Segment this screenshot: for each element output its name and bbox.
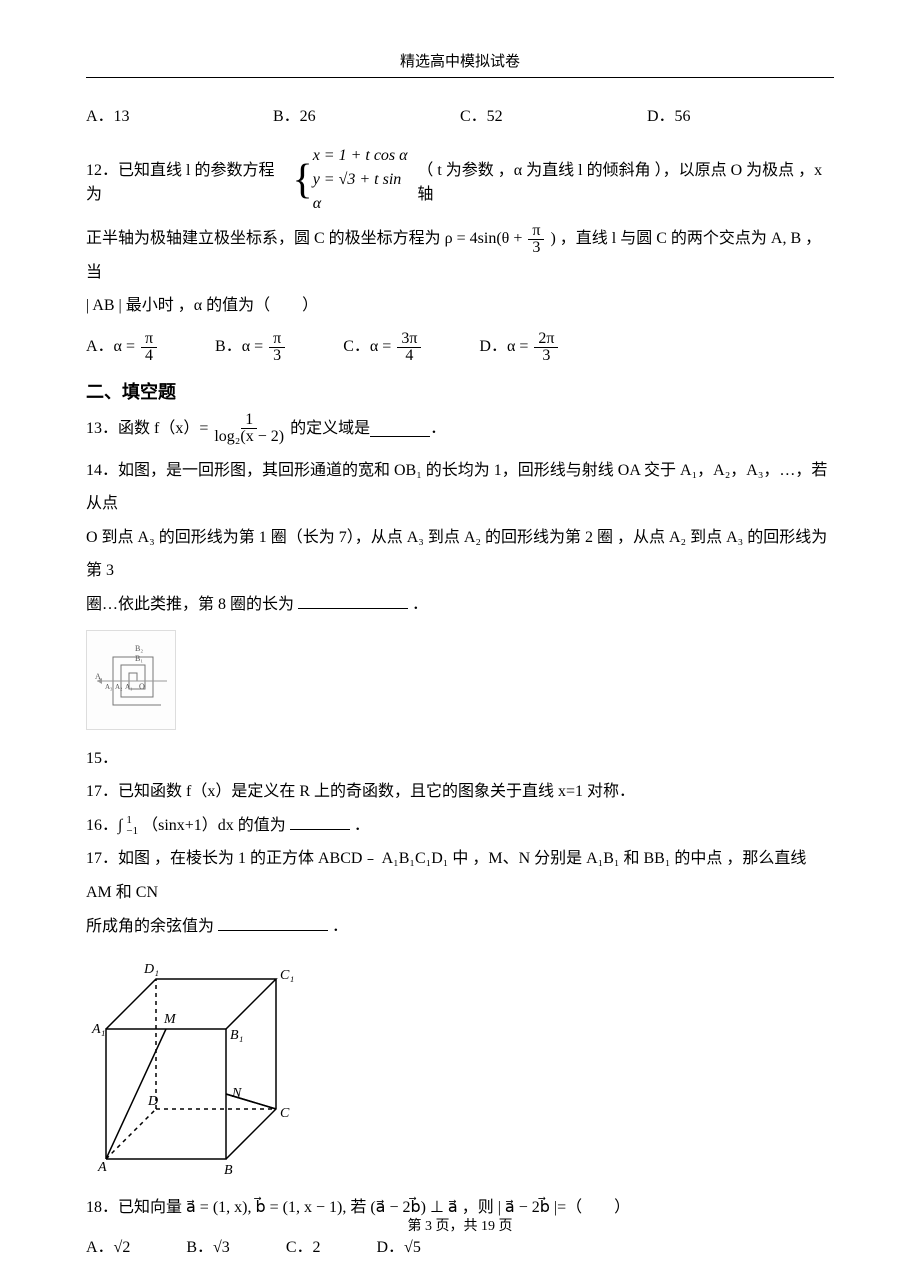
q11-opt-c: C．52 [460, 102, 647, 126]
q12-opt-c: C．α = 3π4 [343, 331, 423, 364]
footer-post: 页 [499, 1219, 513, 1234]
q12-prefix: 12．已知直线 l 的参数方程为 [86, 156, 287, 204]
q16: 16．∫ 1 −1 （sinx+1）dx 的值为 ． [86, 809, 834, 843]
d: 4 [141, 348, 157, 364]
lbl-B: B [224, 1163, 233, 1178]
q11-opt-b: B．26 [273, 102, 460, 126]
footer-page: 3 [425, 1219, 432, 1234]
lbl-N: N [231, 1086, 242, 1101]
lbl-C1: C₁ [280, 968, 294, 983]
lbl-D: D [147, 1094, 158, 1109]
spiral-figure: B₂ B₁ A A₃ A₂ A₁ O [86, 630, 176, 730]
q17-blank [218, 915, 328, 931]
q13-pre: 13．函数 f（x）= [86, 412, 208, 446]
q12-line2: 正半轴为极轴建立极坐标系，圆 C 的极坐标方程为 ρ = 4sin(θ + π … [86, 222, 834, 289]
q16-blank [290, 814, 350, 830]
q14-l3-end: ． [412, 596, 428, 613]
lbl-a1: A₁ [125, 683, 133, 691]
frac-num: π [528, 223, 544, 240]
lbl-b1: B₁ [135, 654, 143, 663]
q14-l1: 14．如图，是一回形图，其回形通道的宽和 OB₁ 的长均为 1，回形线与射线 O… [86, 454, 834, 521]
q12-opt-b: B．α = π3 [215, 331, 287, 364]
lbl-A1: A₁ [91, 1022, 105, 1037]
q13-blank [370, 421, 430, 437]
page-header: 精选高中模拟试卷 [86, 50, 834, 78]
q12-param-eq: { x = 1 + t cos α y = √3 + t sin α [293, 144, 412, 216]
lbl-O: O [139, 682, 145, 691]
lbl-M: M [163, 1012, 177, 1027]
q18-opt-b: B．√3 [186, 1233, 229, 1257]
q14-l3-text: 圈…依此类推，第 8 圈的长为 [86, 596, 294, 613]
q13-post: 的定义域是 [290, 412, 370, 446]
n: 2π [534, 331, 558, 348]
q14-l3: 圈…依此类推，第 8 圈的长为 ． [86, 588, 834, 622]
q17-l2-text: 所成角的余弦值为 [86, 918, 214, 935]
q16-pre: 16．∫ [86, 817, 122, 834]
q18-opt-a: A．√2 [86, 1233, 130, 1257]
lbl-A: A [95, 672, 101, 681]
lbl-C: C [280, 1106, 290, 1121]
d: 4 [401, 348, 417, 364]
q11-opt-a: A．13 [86, 102, 273, 126]
q18-opt-c: C．2 [286, 1233, 321, 1257]
q17-l1: 17．如图 ，在棱长为 1 的正方体 ABCD﹣ A₁B₁C₁D₁ 中 ，M、N… [86, 842, 834, 909]
q17-l2-end: ． [332, 918, 348, 935]
page-footer: 第 3 页，共 19 页 [0, 1215, 920, 1235]
q12-after-eq: （ t 为参数 ，α 为直线 l 的倾斜角 ），以原点 O 为极点 ，x 轴 [417, 156, 834, 204]
q12-opt-a: A．α = π4 [86, 331, 159, 364]
n: π [269, 331, 285, 348]
footer-total: 19 [481, 1219, 495, 1234]
d: 3 [269, 348, 285, 364]
footer-mid: 页，共 [436, 1219, 482, 1234]
opt-c-pre: C．α = [343, 338, 395, 355]
n: 3π [397, 331, 421, 348]
lbl-A: A [97, 1160, 107, 1175]
q12-line1: 12．已知直线 l 的参数方程为 { x = 1 + t cos α y = √… [86, 144, 834, 216]
opt-a-pre: A．α = [86, 338, 139, 355]
q13-frac: 1 log₂(x − 2) [210, 412, 288, 445]
lbl-B1: B₁ [230, 1028, 243, 1043]
q16-mid: （sinx+1）dx 的值为 [142, 817, 286, 834]
q16-end: ． [354, 817, 370, 834]
footer-pre: 第 [408, 1219, 426, 1234]
q17-l2: 所成角的余弦值为 ． [86, 910, 834, 944]
q12-eq1: x = 1 + t cos α [313, 144, 412, 168]
q15-num: 15． [86, 742, 834, 776]
q15-body: 17．已知函数 f（x）是定义在 R 上的奇函数，且它的图象关于直线 x=1 对… [86, 775, 834, 809]
q18-opt-d: D．√5 [377, 1233, 421, 1257]
d: 3 [538, 348, 554, 364]
q12-eq2: y = √3 + t sin α [313, 168, 412, 216]
d: log₂(x − 2) [210, 429, 288, 445]
q14-blank [298, 593, 408, 609]
q12-opt-d: D．α = 2π3 [479, 331, 560, 364]
n: π [141, 331, 157, 348]
q11-options: A．13 B．26 C．52 D．56 [86, 102, 834, 126]
lbl-b2: B₂ [135, 644, 143, 653]
q12-options: A．α = π4 B．α = π3 C．α = 3π4 D．α = 2π3 [86, 331, 834, 364]
lbl-a3: A₃ [105, 683, 113, 691]
q16-lower: −1 [126, 826, 138, 837]
opt-d-pre: D．α = [479, 338, 532, 355]
q14-l2: O 到点 A₃ 的回形线为第 1 圈（长为 7），从点 A₃ 到点 A₂ 的回形… [86, 521, 834, 588]
lbl-a2: A₂ [115, 683, 123, 691]
q11-opt-d: D．56 [647, 102, 834, 126]
q12-frac-pi3: π 3 [528, 223, 544, 256]
frac-den: 3 [528, 240, 544, 256]
brace-icon: { [293, 159, 313, 201]
n: 1 [241, 412, 257, 429]
q12-l2a: 正半轴为极轴建立极坐标系，圆 C 的极坐标方程为 ρ = 4sin(θ + [86, 230, 522, 247]
q18-options: A．√2 B．√3 C．2 D．√5 [86, 1233, 834, 1257]
q13: 13．函数 f（x）= 1 log₂(x − 2) 的定义域是 ． [86, 412, 834, 446]
opt-b-pre: B．α = [215, 338, 267, 355]
lbl-D1: D₁ [143, 962, 159, 977]
q13-end: ． [430, 412, 446, 446]
section2-title: 二、填空题 [86, 378, 834, 404]
cube-figure: A B C D A₁ B₁ C₁ D₁ M N [86, 949, 301, 1179]
q12-line3: | AB | 最小时 ，α 的值为（ ） [86, 289, 834, 323]
